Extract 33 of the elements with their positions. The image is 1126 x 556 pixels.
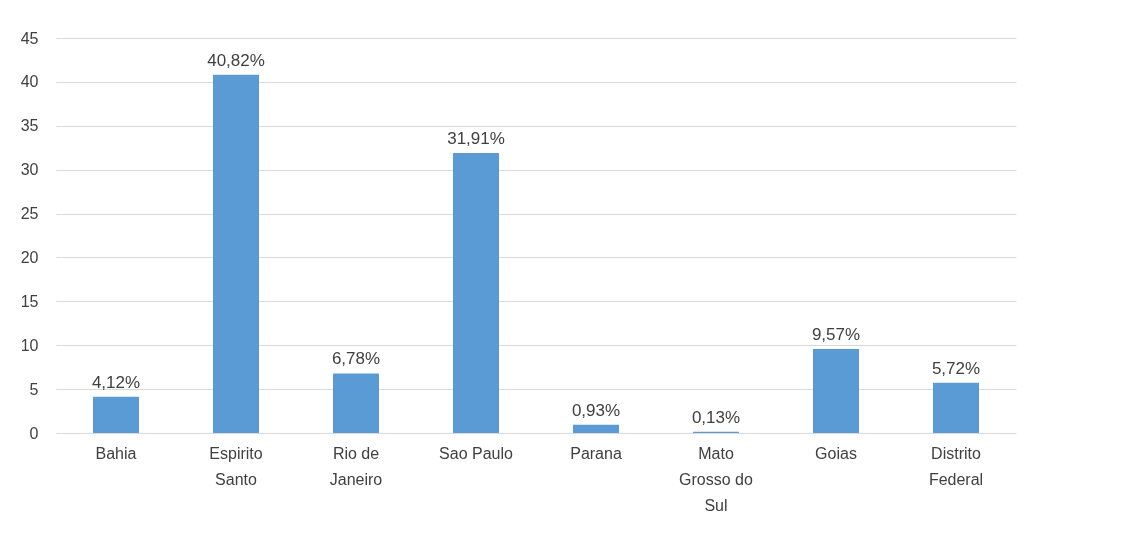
- y-tick-label: 25: [20, 205, 39, 223]
- y-tick-label: 45: [20, 29, 39, 47]
- y-tick-label: 10: [20, 336, 39, 354]
- bar: [933, 382, 979, 433]
- y-tick-label: 5: [29, 380, 39, 398]
- y-tick-label: 0: [29, 424, 39, 442]
- data-label: 31,91%: [447, 128, 505, 148]
- bar: [213, 74, 259, 433]
- x-tick-label: Rio de Janeiro: [329, 444, 383, 488]
- bar: [93, 396, 139, 433]
- data-label: 0,13%: [691, 407, 741, 427]
- x-tick-label: Parana: [570, 444, 622, 462]
- y-tick-label: 30: [20, 161, 39, 179]
- bar: [573, 424, 619, 433]
- y-tick-label: 35: [20, 117, 39, 135]
- x-tick-label: Goias: [815, 444, 857, 462]
- bar: [333, 373, 379, 433]
- data-label: 5,72%: [931, 358, 981, 378]
- bar: [813, 349, 859, 433]
- x-tick-label: Bahia: [95, 444, 137, 462]
- data-label: 4,12%: [91, 372, 141, 392]
- x-tick-label: Mato Grosso do Sul: [679, 444, 754, 514]
- x-tick-label: Distrito Federal: [928, 444, 984, 488]
- y-tick-label: 15: [20, 292, 39, 310]
- x-tick-label: Sao Paulo: [439, 444, 514, 462]
- x-tick-label: Espirito Santo: [209, 444, 263, 488]
- y-tick-label: 40: [20, 73, 39, 91]
- bar: [453, 152, 499, 433]
- data-label: 0,93%: [571, 400, 621, 420]
- y-tick-label: 20: [20, 248, 39, 266]
- data-label: 6,78%: [331, 349, 381, 369]
- data-label: 40,82%: [207, 50, 265, 70]
- data-label: 9,57%: [811, 325, 861, 344]
